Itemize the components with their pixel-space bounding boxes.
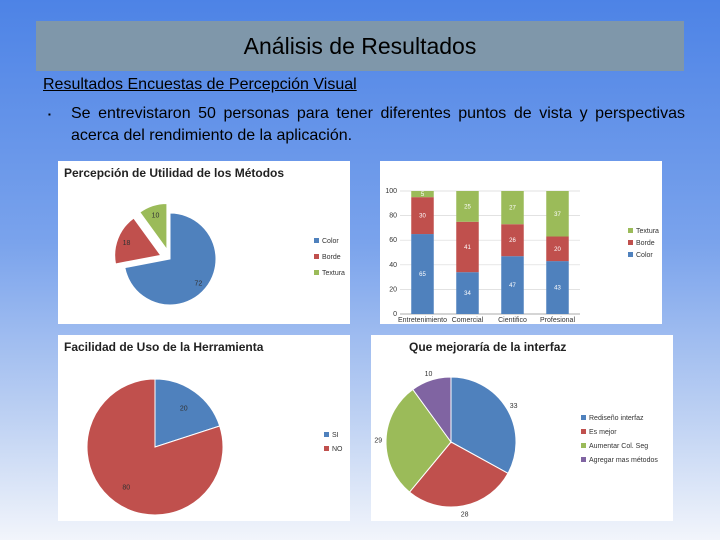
bar-textura-comercial (456, 191, 479, 222)
x-tick-label: Profesional (540, 317, 575, 324)
legend-item-no: NO (332, 446, 343, 453)
pie-slice-rediseno-interfaz (450, 376, 517, 474)
legend-item-si: SI (332, 432, 339, 439)
bar-value-label: 41 (464, 245, 471, 251)
pie-value-label: 72 (194, 280, 202, 287)
y-tick-label: 60 (389, 237, 397, 244)
legend-swatch (628, 240, 633, 245)
legend-item-color: Color (636, 252, 653, 259)
chart-barras-svg: 0 20 40 60 80 100 65 30 5 Entretenimiento 34 41 25 Co… (385, 188, 659, 324)
y-tick-label: 80 (389, 213, 397, 220)
bar-color-cientifico (501, 256, 524, 314)
bar-value-label: 25 (464, 204, 471, 210)
bar-value-label: 65 (419, 272, 426, 278)
slide-title-bar: Análisis de Resultados (36, 21, 684, 71)
bar-textura-cientifico (501, 191, 524, 225)
pie-value-label: 29 (374, 438, 382, 445)
chart-barras-apilado: 0 20 40 60 80 100 65 30 5 Entretenimiento 34 41 25 Co… (380, 161, 662, 324)
pie-slice-no (86, 378, 224, 516)
legend-item-es-mejor: Es mejor (589, 429, 617, 436)
pie-slice-aumentar-col-seg (385, 388, 452, 493)
legend-item-textura: Textura (322, 270, 345, 277)
bar-borde-profesional (546, 236, 569, 262)
legend-swatch (581, 429, 586, 434)
bullet-text: Se entrevistaron 50 personas para tener … (71, 105, 685, 144)
legend-item-agregar-mas-metodos: Agregar mas métodos (589, 457, 658, 464)
legend-swatch (628, 228, 633, 233)
y-tick-label: 40 (389, 262, 397, 269)
pie-slice-textura (139, 202, 168, 252)
bar-color-profesional (546, 261, 569, 314)
slide-subtitle: Resultados Encuestas de Percepción Visua… (43, 76, 357, 93)
legend-swatch (581, 443, 586, 448)
x-tick-label: Comercial (452, 317, 484, 324)
bar-borde-entretenimiento (411, 197, 434, 235)
bar-value-label: 20 (554, 247, 561, 253)
legend-swatch (314, 270, 319, 275)
chart-title: Percepción de Utilidad de los Métodos (64, 166, 284, 180)
pie-slice-es-mejor (408, 441, 509, 508)
bar-value-label: 26 (509, 238, 516, 244)
bar-color-comercial (456, 272, 479, 314)
pie-slice-color (124, 212, 217, 306)
legend-swatch (314, 238, 319, 243)
bar-value-label: 27 (509, 206, 516, 212)
chart-facilidad-svg: Facilidad de Uso de la Herramienta 20 80 S… (64, 340, 343, 516)
bar-borde-cientifico (501, 224, 524, 257)
y-tick-label: 20 (389, 286, 397, 293)
pie-value-label: 28 (461, 512, 469, 519)
y-tick-label: 0 (393, 311, 397, 318)
bar-value-label: 30 (419, 214, 426, 220)
slide-title: Análisis de Resultados (243, 32, 477, 59)
y-tick-label: 100 (385, 188, 397, 195)
legend-swatch (324, 446, 329, 451)
bar-value-label: 5 (421, 192, 425, 198)
legend-swatch (314, 254, 319, 259)
pie-value-label: 18 (123, 240, 131, 247)
legend-swatch (581, 415, 586, 420)
x-tick-label: Cientifico (498, 317, 527, 324)
pie-value-label: 33 (510, 403, 518, 410)
legend-swatch (628, 252, 633, 257)
chart-utilidad-svg: Percepción de Utilidad de los Métodos 72… (64, 166, 345, 306)
legend-item-rediseno-interfaz: Rediseño interfaz (589, 415, 644, 422)
chart-utilidad-metodos: Percepción de Utilidad de los Métodos 72… (58, 161, 350, 324)
bar-value-label: 47 (509, 283, 516, 289)
chart-mejoras-svg: Que mejoraría de la interfaz 33 28 29 10 Red… (374, 340, 658, 519)
bar-value-label: 34 (464, 291, 471, 297)
legend-item-borde: Borde (322, 254, 341, 261)
bar-color-entretenimiento (411, 234, 434, 314)
pie-value-label: 20 (180, 405, 188, 412)
pie-value-label: 10 (425, 371, 433, 378)
legend-item-borde: Borde (636, 240, 655, 247)
bar-borde-comercial (456, 221, 479, 273)
pie-value-label: 10 (152, 212, 160, 219)
chart-facilidad-uso: Facilidad de Uso de la Herramienta 20 80 S… (58, 335, 350, 521)
legend-swatch (581, 457, 586, 462)
legend-swatch (324, 432, 329, 437)
bar-textura-entretenimiento (411, 191, 434, 198)
x-tick-label: Entretenimiento (398, 317, 447, 324)
pie-slice-si (154, 378, 221, 448)
bar-value-label: 43 (554, 286, 561, 292)
chart-title: Que mejoraría de la interfaz (409, 340, 566, 354)
pie-slice-borde (114, 217, 162, 265)
legend-item-color: Color (322, 238, 339, 245)
chart-mejoras-interfaz: Que mejoraría de la interfaz 33 28 29 10 Red… (371, 335, 673, 521)
bar-value-label: 37 (554, 212, 561, 218)
legend-item-textura: Textura (636, 228, 659, 235)
chart-title: Facilidad de Uso de la Herramienta (64, 340, 264, 354)
pie-value-label: 80 (122, 485, 130, 492)
pie-slice-agregar-mas-metodos (412, 376, 452, 444)
bullet-marker: ▪ (48, 110, 51, 119)
bar-textura-profesional (546, 191, 569, 237)
legend-item-aumentar-col-seg: Aumentar Col. Seg (589, 443, 648, 450)
